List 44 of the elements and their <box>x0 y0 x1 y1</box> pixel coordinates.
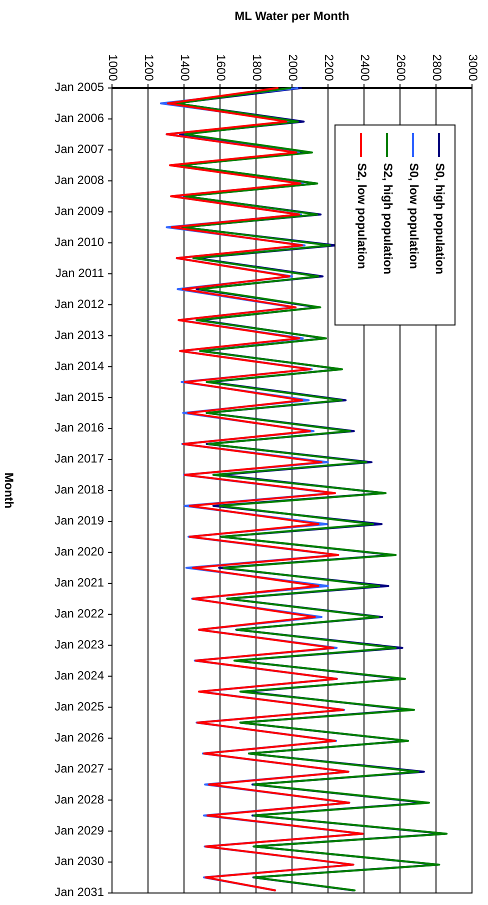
y-tick-label: Jan 2030 <box>54 854 104 868</box>
y-tick-label: Jan 2020 <box>54 544 104 559</box>
y-axis-title: Month <box>2 472 16 508</box>
y-tick-label: Jan 2014 <box>54 358 104 373</box>
y-tick-label: Jan 2019 <box>54 514 104 528</box>
y-tick-label: Jan 2018 <box>54 482 104 497</box>
x-tick-label: 2800 <box>430 54 444 82</box>
y-tick-label: Jan 2017 <box>54 452 104 466</box>
legend-label: S0, high population <box>432 163 447 274</box>
y-tick-label: Jan 2015 <box>54 390 104 404</box>
x-tick-label: 1600 <box>214 54 228 82</box>
legend-label: S2, low population <box>354 163 369 269</box>
y-tick-label: Jan 2016 <box>54 420 104 435</box>
y-tick-label: Jan 2010 <box>54 234 104 249</box>
x-tick-label: 2000 <box>286 54 300 82</box>
y-tick-label: Jan 2028 <box>54 792 104 806</box>
y-tick-label: Jan 2008 <box>54 173 104 187</box>
x-tick-label: 1000 <box>106 54 120 82</box>
y-tick-label: Jan 2029 <box>54 823 104 838</box>
y-tick-label: Jan 2024 <box>54 668 104 682</box>
y-tick-label: Jan 2012 <box>54 296 104 311</box>
y-tick-label: Jan 2027 <box>54 761 104 776</box>
y-tick-label: Jan 2009 <box>54 204 104 218</box>
x-tick-label: 2600 <box>394 54 408 82</box>
y-tick-label: Jan 2006 <box>54 111 104 126</box>
y-tick-label: Jan 2025 <box>54 699 104 714</box>
y-tick-label: Jan 2031 <box>54 885 104 900</box>
y-tick-label: Jan 2007 <box>54 142 104 156</box>
legend-label: S2, high population <box>380 163 395 274</box>
y-tick-label: Jan 2013 <box>54 328 104 342</box>
y-tick-label: Jan 2011 <box>56 266 104 280</box>
x-tick-label: 1400 <box>178 54 192 82</box>
x-tick-label: 1200 <box>142 54 156 82</box>
y-tick-label: Jan 2021 <box>54 576 104 590</box>
x-tick-label: 2400 <box>358 54 372 82</box>
y-tick-label: Jan 2026 <box>54 730 104 744</box>
x-tick-label: 3000 <box>466 54 480 82</box>
y-tick-label: Jan 2023 <box>54 637 104 652</box>
x-tick-label: 2200 <box>322 54 336 82</box>
y-tick-label: Jan 2005 <box>54 80 104 94</box>
x-axis-title: ML Water per Month <box>234 9 350 23</box>
y-tick-label: Jan 2022 <box>54 606 104 621</box>
x-tick-label: 1800 <box>250 54 264 82</box>
legend-label: S0, low population <box>406 163 421 269</box>
